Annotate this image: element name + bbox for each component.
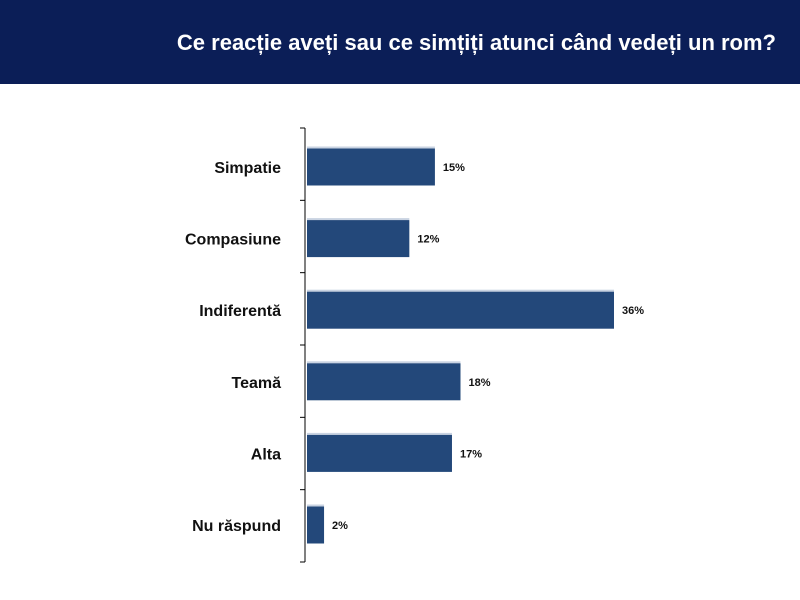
bar-1 (307, 220, 410, 258)
bar-4 (307, 434, 452, 472)
bar-highlight (307, 432, 452, 435)
bar-3 (307, 363, 461, 401)
bar-highlight (307, 289, 614, 292)
bar-highlight (307, 146, 435, 149)
labels-layer: Simpatie 15% Compasiune 12% Indiferentă 36% Te… (185, 160, 644, 535)
data-label: 36% (622, 305, 644, 317)
bar-highlight (307, 218, 410, 221)
bar-2 (307, 291, 614, 329)
category-label: Teamă (231, 375, 281, 392)
data-label: 17% (460, 448, 482, 460)
data-label: 15% (443, 162, 465, 174)
bar-highlight (307, 361, 461, 364)
axis-layer (300, 127, 306, 563)
bar-highlight (307, 504, 325, 507)
category-label: Alta (251, 446, 281, 463)
category-label: Simpatie (214, 160, 281, 177)
page-title: Ce reacție aveți sau ce simțiți atunci c… (176, 30, 776, 55)
category-label: Indiferentă (199, 303, 281, 320)
data-label: 12% (417, 234, 439, 246)
data-label: 18% (469, 377, 491, 389)
data-label: 2% (332, 520, 348, 532)
header-bar: Ce reacție aveți sau ce simțiți atunci c… (0, 0, 800, 84)
category-label: Nu răspund (192, 518, 281, 535)
bar-0 (307, 148, 435, 186)
bar-5 (307, 506, 325, 544)
category-label: Compasiune (185, 232, 281, 249)
bars-layer (307, 146, 614, 544)
